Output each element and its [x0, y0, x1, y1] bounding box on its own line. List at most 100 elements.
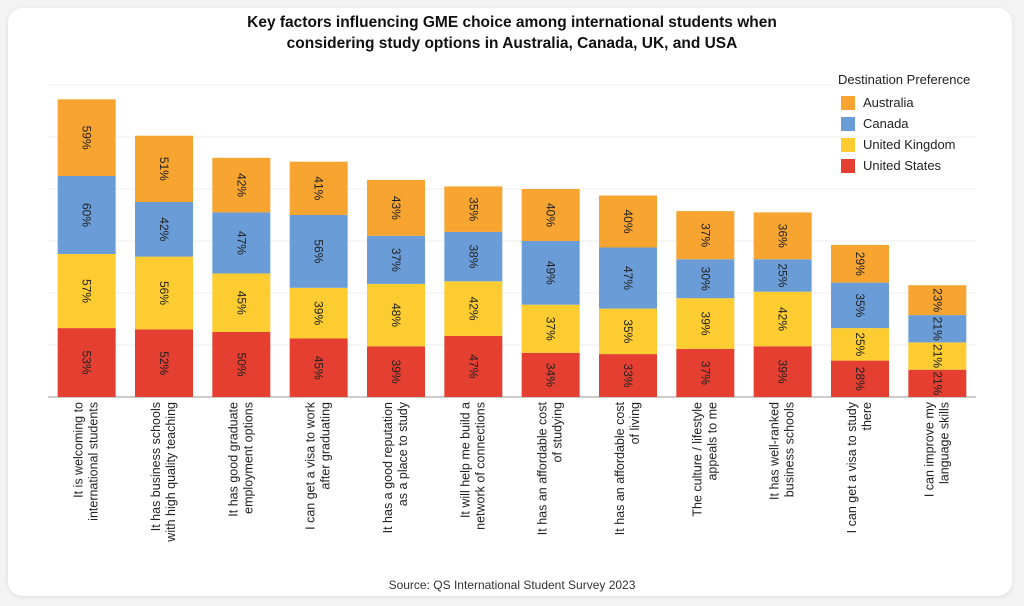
data-label: 21%: [930, 371, 944, 395]
bar-segment: [599, 308, 657, 355]
bar-segment: [599, 195, 657, 248]
data-label: 39%: [312, 301, 326, 325]
bar-segment: [135, 256, 193, 330]
bar-segment: [599, 247, 657, 309]
bar-segment: [521, 352, 580, 397]
bar-segment: [753, 212, 812, 260]
legend-item: United Kingdom: [838, 134, 970, 155]
data-label: 38%: [466, 245, 480, 269]
category-label-line: It has well-ranked: [768, 402, 782, 500]
data-label: 37%: [389, 248, 403, 272]
category-label: It has well-rankedbusiness schools: [768, 402, 797, 500]
category-label: It has an affordable costof studying: [536, 401, 565, 535]
source-note: Source: QS International Student Survey …: [388, 578, 636, 592]
data-label: 45%: [234, 291, 248, 315]
category-label-line: employment options: [241, 402, 255, 514]
data-label: 47%: [234, 231, 248, 255]
data-label: 35%: [621, 319, 635, 343]
category-label-line: business schools: [783, 402, 797, 497]
bar-segment: [57, 328, 116, 397]
category-label: It has a good reputationas a place to st…: [381, 401, 410, 533]
legend: Destination Preference Australia Canada Un…: [838, 72, 970, 176]
chart-title-line-2: considering study options in Australia, …: [286, 35, 738, 52]
gridlines: [48, 84, 976, 346]
bar-segment: [753, 346, 812, 397]
data-label: 51%: [157, 157, 171, 181]
category-label: I can get a visa to studythere: [845, 401, 874, 533]
bar-segment: [831, 282, 889, 329]
bar-segment: [831, 244, 889, 283]
data-label: 25%: [776, 263, 790, 287]
data-label: 35%: [853, 293, 867, 317]
data-label: 40%: [544, 203, 558, 227]
bar-segment: [135, 135, 193, 202]
category-label: I can improve mylanguage skills: [922, 401, 951, 497]
bar-segment: [444, 231, 503, 282]
bar-stack: 34% 37% 49% 40%: [521, 189, 580, 397]
legend-label: Australia: [863, 95, 914, 110]
legend-swatch: [841, 137, 855, 152]
category-label: It has good graduateemployment options: [226, 402, 255, 517]
bar-segment: [908, 285, 967, 316]
bar-segment: [444, 186, 503, 232]
bar-segment: [444, 335, 503, 397]
category-label: I can get a visa to workafter graduating: [304, 401, 333, 530]
bar-segment: [367, 235, 425, 284]
bar-segment: [908, 369, 967, 397]
bar-segment: [599, 354, 657, 397]
data-label: 56%: [157, 281, 171, 305]
chart-title: Key factors influencing GME choice among…: [0, 12, 1024, 54]
bar-segment: [289, 161, 348, 215]
bar-stack: 52% 56% 42% 51%: [135, 135, 193, 397]
category-label-line: I can get a visa to study: [845, 401, 859, 533]
data-label: 47%: [466, 354, 480, 378]
bar-stack: 33% 35% 47% 40%: [599, 195, 657, 397]
category-label-line: It will help me build a: [458, 402, 472, 518]
category-label: The culture / lifestyleappeals to me: [690, 402, 719, 517]
category-label-line: of studying: [551, 402, 565, 463]
category-label-line: It has good graduate: [226, 402, 240, 517]
category-label-line: with high quality teaching: [164, 402, 178, 543]
bar-segment: [676, 348, 735, 397]
data-label: 43%: [389, 196, 403, 220]
legend-title: Destination Preference: [838, 72, 971, 87]
bar-stack: 39% 48% 37% 43%: [367, 179, 425, 397]
data-label: 42%: [466, 297, 480, 321]
data-label: 25%: [853, 332, 867, 356]
bar-segment: [831, 360, 889, 397]
category-label-line: It has business schools: [149, 402, 163, 531]
category-label-line: It has an affordable cost: [613, 401, 627, 535]
category-label-line: appeals to me: [705, 402, 719, 481]
bar-segment: [57, 176, 116, 254]
data-label: 52%: [157, 351, 171, 375]
category-label-line: network of connections: [473, 402, 487, 530]
bar-segment: [212, 212, 271, 274]
bar-segment: [676, 259, 735, 299]
bar-segment: [367, 346, 425, 397]
chart-title-line-1: Key factors influencing GME choice among…: [247, 14, 777, 31]
legend-swatch: [841, 116, 855, 131]
data-label: 60%: [80, 203, 94, 227]
bar-segment: [676, 298, 735, 349]
data-label: 49%: [544, 261, 558, 285]
bar-segment: [521, 189, 580, 241]
category-label-line: international students: [87, 402, 101, 521]
category-label-line: It is welcoming to: [72, 402, 86, 498]
category-label: It will help me build anetwork of connec…: [458, 402, 487, 530]
data-label: 23%: [930, 288, 944, 312]
legend-item: Australia: [838, 92, 970, 113]
data-label: 56%: [312, 239, 326, 263]
bar-segment: [908, 342, 967, 370]
data-label: 57%: [80, 279, 94, 303]
data-label: 45%: [312, 356, 326, 380]
bar-segment: [212, 157, 271, 213]
category-label: It has an affordable costof living: [613, 401, 642, 535]
category-label-line: It has a good reputation: [381, 402, 395, 533]
legend-swatch: [841, 158, 855, 173]
bar-segment: [908, 315, 967, 343]
bar-segment: [521, 241, 580, 305]
bar-segment: [753, 259, 812, 292]
data-label: 37%: [544, 317, 558, 341]
bar-segment: [289, 287, 348, 339]
